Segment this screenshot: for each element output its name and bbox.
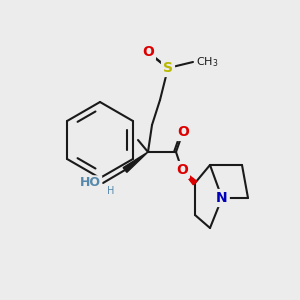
Text: CH$_3$: CH$_3$ xyxy=(196,55,218,69)
Text: O: O xyxy=(176,163,188,177)
Text: HO: HO xyxy=(80,176,101,190)
Text: S: S xyxy=(163,61,173,75)
Text: O: O xyxy=(142,45,154,59)
Text: N: N xyxy=(216,191,228,205)
Polygon shape xyxy=(182,170,197,185)
Text: H: H xyxy=(107,186,115,196)
Text: O: O xyxy=(177,125,189,139)
Polygon shape xyxy=(123,152,148,172)
